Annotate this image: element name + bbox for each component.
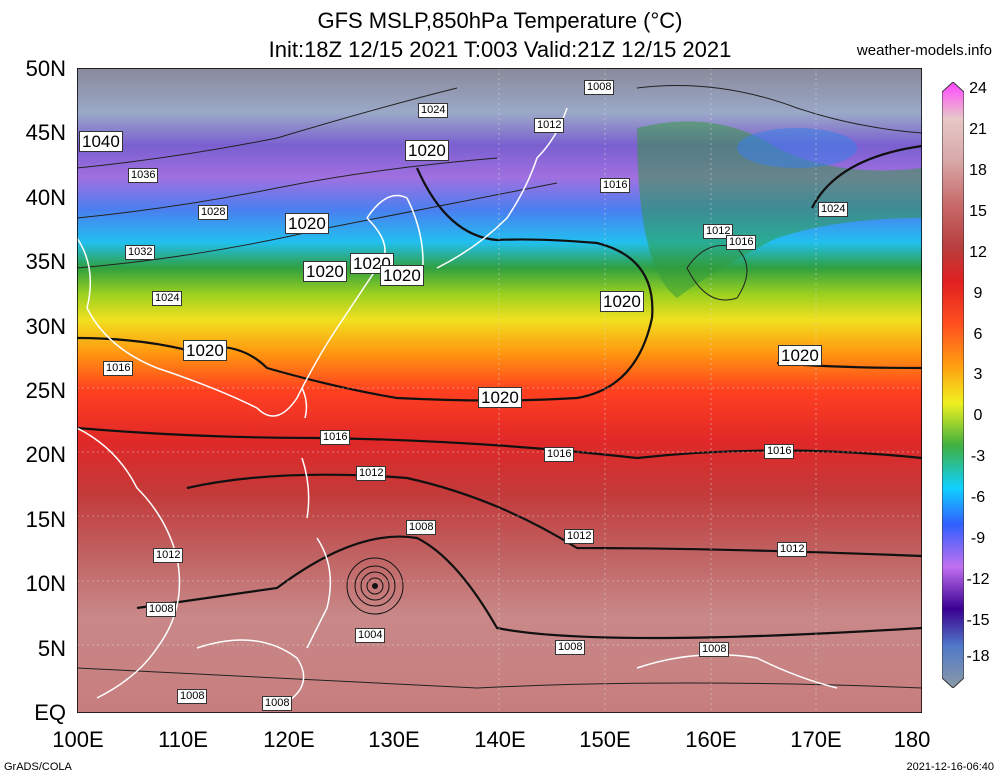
- footer-credit: GrADS/COLA: [4, 761, 72, 773]
- isobar-label: 1004: [355, 628, 386, 643]
- coastline-korea-japan: [366, 107, 568, 279]
- colorbar-tick: 15: [969, 203, 987, 220]
- lon-label: 100E: [52, 727, 104, 752]
- colorbar-tick: 3: [973, 366, 983, 383]
- colorbar-tick: 12: [969, 244, 987, 261]
- isobar-label: 1008: [584, 80, 615, 95]
- isobar-label: 1012: [356, 466, 387, 481]
- isobar-thin-3: [77, 87, 458, 169]
- footer-timestamp: 2021-12-16-06:40: [906, 761, 994, 773]
- coastline-taiwan: [301, 387, 308, 419]
- lon-label: 130E: [368, 727, 420, 752]
- isobar-label: 1008: [262, 696, 293, 711]
- isobar-label: 1024: [418, 103, 449, 118]
- isobar-thin-5: [686, 245, 748, 301]
- lat-label: 25N: [25, 378, 66, 403]
- lon-label: 170E: [790, 727, 842, 752]
- isobar-label: 1020: [405, 140, 449, 161]
- lat-label: EQ: [34, 700, 66, 725]
- lat-label: 40N: [25, 185, 66, 210]
- colorbar-tick: 21: [969, 121, 987, 138]
- isobar-label: 1020: [778, 345, 822, 366]
- colorbar-tick: 6: [973, 326, 983, 343]
- lat-label: 5N: [37, 636, 66, 661]
- colorbar-tick: 24: [969, 80, 987, 97]
- isobar-label: 1020: [600, 291, 644, 312]
- colorbar-tick: -12: [966, 571, 990, 588]
- isobar-label: 1008: [406, 520, 437, 535]
- isobar-label: 1012: [534, 118, 565, 133]
- lon-label: 120E: [263, 727, 315, 752]
- lon-label: 160E: [685, 727, 737, 752]
- isobar-label: 1016: [544, 447, 575, 462]
- isobar-label: 1012: [777, 542, 808, 557]
- isobar-label: 1016: [103, 361, 134, 376]
- isobar-label: 1020: [380, 265, 424, 286]
- colorbar-tick: -6: [970, 489, 986, 506]
- isobar-thin-4: [636, 85, 922, 134]
- isobar-label: 1024: [152, 291, 183, 306]
- isobar-label: 1008: [177, 689, 208, 704]
- lat-label: 10N: [25, 571, 66, 596]
- lat-label: 45N: [25, 120, 66, 145]
- colorbar-tick: 18: [969, 162, 987, 179]
- coastline-philippines: [301, 457, 332, 649]
- isobar-label: 1036: [128, 168, 159, 183]
- colorbar-tick: 9: [973, 285, 983, 302]
- isobar-label: 1012: [153, 548, 184, 563]
- lon-label: 140E: [474, 727, 526, 752]
- map-subtitle: Init:18Z 12/15 2021 T:003 Valid:21Z 12/1…: [268, 37, 732, 62]
- lat-label: 50N: [25, 56, 66, 81]
- lat-label: 20N: [25, 442, 66, 467]
- colorbar: [942, 82, 964, 688]
- colorbar-tick: -15: [966, 612, 990, 629]
- cold-pocket: [737, 128, 857, 168]
- isobar-label: 1040: [79, 131, 123, 152]
- isobar-label: 1020: [285, 213, 329, 234]
- colorbar-tick: -3: [970, 448, 986, 465]
- isobar-label: 1032: [125, 245, 156, 260]
- isobar-label: 1012: [703, 224, 734, 239]
- isobar-label: 1016: [600, 178, 631, 193]
- coastline-borneo: [196, 639, 305, 709]
- coastline-china: [77, 217, 386, 417]
- isobar-label: 1016: [320, 430, 351, 445]
- isobar-label: 1008: [699, 642, 730, 657]
- isobar-thin-1: [77, 157, 498, 219]
- isobar-1008: [136, 535, 922, 640]
- isobar-label: 1008: [555, 640, 586, 655]
- isobar-label: 1008: [146, 602, 177, 617]
- isobar-label: 1028: [198, 205, 229, 220]
- isobar-thin-6: [77, 667, 922, 689]
- weather-map: [77, 68, 922, 713]
- isobar-label: 1020: [303, 261, 347, 282]
- lat-label: 15N: [25, 507, 66, 532]
- isobar-label: 1020: [478, 387, 522, 408]
- lon-label: 150E: [579, 727, 631, 752]
- lon-label: 110E: [158, 727, 208, 752]
- colorbar-tick: -18: [966, 648, 990, 665]
- colorbar-tick: -9: [970, 530, 986, 547]
- lat-label: 35N: [25, 249, 66, 274]
- isobar-label: 1016: [726, 235, 757, 250]
- isobar-label: 1020: [183, 340, 227, 361]
- colorbar-tick: 0: [973, 407, 983, 424]
- isobar-label: 1016: [764, 444, 795, 459]
- isobar-label: 1024: [818, 202, 849, 217]
- isobar-label: 1012: [564, 529, 595, 544]
- typhoon-center: [346, 557, 404, 615]
- isobar-1020-east2: [811, 144, 922, 209]
- lat-label: 30N: [25, 314, 66, 339]
- lon-label: 180: [893, 727, 931, 752]
- map-title: GFS MSLP,850hPa Temperature (°C): [317, 8, 683, 33]
- source-credit: weather-models.info: [856, 42, 992, 59]
- coastline-new-guinea: [636, 653, 838, 689]
- warm-bulge: [637, 121, 922, 298]
